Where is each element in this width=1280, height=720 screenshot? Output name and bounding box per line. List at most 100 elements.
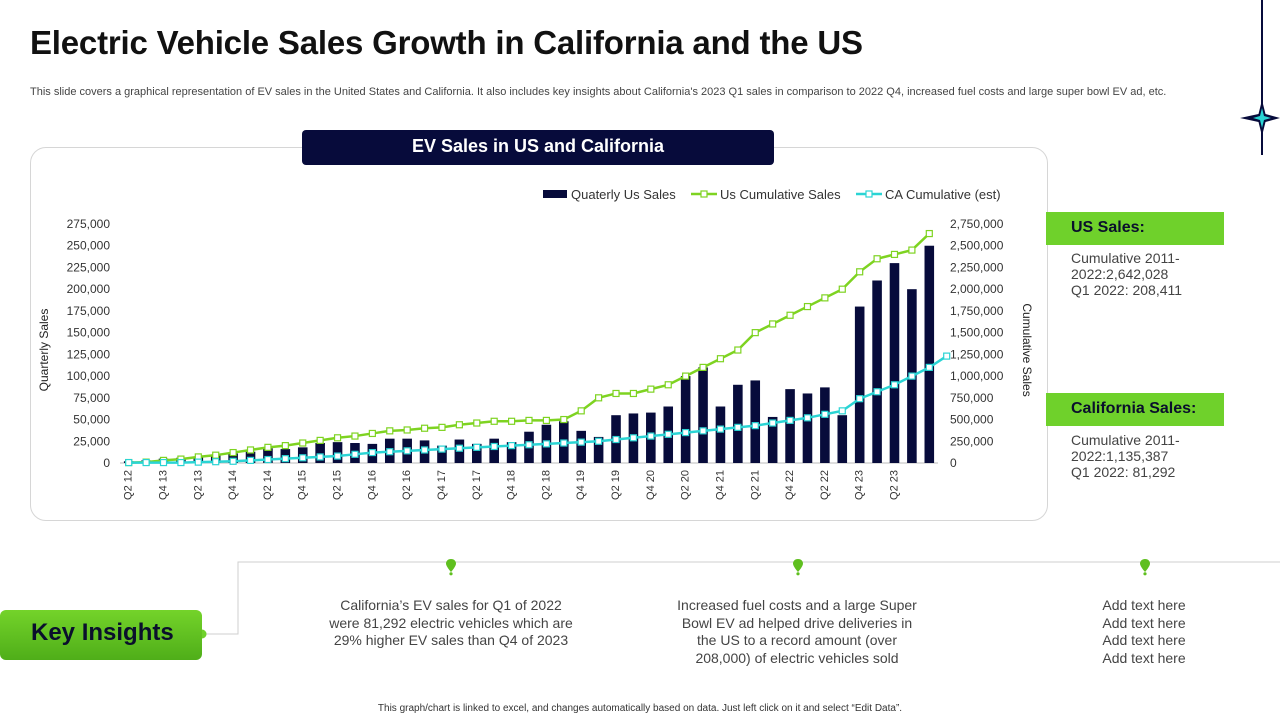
- y-tick-label: 150,000: [67, 326, 111, 340]
- us-cumulative-point: [368, 429, 376, 438]
- x-tick-label: Q2 14: [262, 470, 274, 500]
- ca-cumulative-point: [769, 419, 777, 427]
- us-cumulative-point: [542, 416, 551, 425]
- x-tick-label: Q2 19: [610, 470, 622, 500]
- chart-title: EV Sales in US and California: [302, 130, 774, 165]
- ca-cumulative-point: [856, 395, 864, 403]
- us-sales-heading: US Sales:: [1046, 212, 1224, 245]
- bar: [750, 380, 761, 463]
- us-sales-details: Cumulative 2011- 2022:2,642,028 Q1 2022:…: [1071, 250, 1246, 298]
- us-cumulative-point: [629, 389, 638, 398]
- ca-cumulative-point: [908, 372, 916, 380]
- us-cumulative-point: [925, 229, 933, 238]
- us-cumulative-point: [246, 446, 255, 454]
- x-axis: Q2 12 Q4 13 Q2 13 Q4 14 Q2 14 Q4 15 Q2 15 Q4 16…: [120, 462, 938, 500]
- ca-cumulative-point: [873, 388, 881, 396]
- ca-cumulative-point: [264, 455, 272, 464]
- bar: [924, 245, 935, 463]
- page-subtitle: This slide covers a graphical representa…: [30, 86, 1167, 98]
- legend-label-us: Us Cumulative Sales: [720, 187, 841, 202]
- legend-label-quarterly: Quaterly Us Sales: [571, 187, 676, 202]
- ca-cumulative-point: [142, 458, 150, 467]
- bar: [506, 442, 517, 463]
- legend-bar-swatch: [543, 190, 567, 198]
- y-tick-label: 275,000: [67, 217, 111, 231]
- ca-cumulative-point: [577, 438, 585, 446]
- ca-cumulative-point: [751, 422, 759, 430]
- ca-cumulative-point: [612, 435, 620, 444]
- us-cumulative-point: [316, 436, 324, 445]
- y-axis-left-label: Quarterly Sales: [37, 309, 51, 392]
- bar: [872, 280, 882, 463]
- ca-cumulative-point: [299, 454, 307, 462]
- ca-cumulative-point: [455, 444, 463, 452]
- y-tick-label: 225,000: [67, 260, 111, 274]
- x-tick-label: Q4 16: [366, 470, 378, 500]
- y2-tick-label: 1,500,000: [950, 326, 1004, 340]
- ca-cumulative-point: [542, 440, 551, 448]
- us-cumulative-point: [438, 423, 446, 431]
- legend-ca-marker: [865, 190, 873, 198]
- y-tick-label: 175,000: [67, 304, 111, 318]
- ca-cumulative-point: [316, 453, 324, 461]
- chart-legend: Quaterly Us Sales Us Cumulative Sales CA C…: [543, 187, 1001, 202]
- ca-cumulative-point: [125, 458, 133, 467]
- ca-cumulative-point: [281, 455, 289, 463]
- us-cumulative-point: [734, 346, 742, 354]
- us-cumulative-point: [473, 419, 481, 427]
- ca-cumulative-point: [386, 448, 394, 456]
- ca-cumulative-point: [333, 452, 342, 460]
- y2-tick-label: 0: [950, 456, 957, 470]
- bar: [263, 448, 273, 463]
- us-cumulative-point: [664, 381, 672, 389]
- x-tick-label: Q2 21: [749, 470, 761, 500]
- us-cumulative-point: [386, 427, 394, 435]
- us-cumulative-point: [577, 407, 585, 415]
- x-tick-label: Q2 22: [819, 470, 831, 500]
- y-tick-label: 25,000: [73, 434, 110, 448]
- y2-tick-label: 1,750,000: [950, 304, 1004, 318]
- ca-cumulative-point: [682, 428, 690, 437]
- y-axis-left: 0 25,000 50,000 75,000 100,000 125,000 150,000…: [67, 217, 111, 470]
- us-cumulative-point: [647, 385, 655, 393]
- bar: [315, 443, 325, 463]
- bar: [820, 387, 830, 463]
- bar: [802, 393, 813, 463]
- ca-cumulative-point: [177, 458, 185, 467]
- us-cumulative-point: [264, 443, 272, 451]
- ca-cumulative-point: [925, 363, 933, 371]
- us-cumulative-point: [420, 424, 429, 432]
- ca-cumulative-point: [734, 423, 742, 431]
- x-tick-label: Q4 22: [784, 470, 796, 500]
- x-tick-label: Q4 18: [506, 470, 518, 500]
- bar: [593, 436, 604, 463]
- ca-cumulative-point: [420, 446, 429, 454]
- bar: [715, 406, 726, 463]
- footer-note: This graph/chart is linked to excel, and…: [377, 703, 903, 714]
- ca-cumulative-point: [647, 432, 655, 440]
- ca-cumulative-point: [595, 437, 603, 445]
- us-cumulative-point: [716, 355, 725, 363]
- us-cumulative-point: [908, 246, 916, 254]
- us-cumulative-point: [281, 442, 289, 450]
- bar: [576, 430, 586, 463]
- y-tick-label: 100,000: [67, 369, 111, 383]
- y-tick-label: 125,000: [67, 347, 111, 361]
- bar: [854, 306, 865, 463]
- bar: [767, 416, 778, 463]
- bar: [680, 376, 691, 463]
- us-cumulative-point: [838, 285, 846, 293]
- x-tick-label: Q2 16: [401, 470, 413, 500]
- us-cumulative-point: [212, 451, 220, 459]
- y-tick-label: 250,000: [67, 239, 111, 253]
- us-cumulative-point: [403, 426, 411, 434]
- california-sales-details: Cumulative 2011- 2022:1,135,387 Q1 2022:…: [1071, 432, 1246, 480]
- us-cumulative-point: [803, 302, 812, 311]
- ca-cumulative-point: [716, 425, 725, 433]
- pin-icon: [793, 559, 803, 576]
- ca-cumulative-point: [943, 352, 951, 360]
- bar: [489, 438, 499, 463]
- y-tick-label: 200,000: [67, 282, 111, 296]
- us-cumulative-point: [769, 320, 777, 328]
